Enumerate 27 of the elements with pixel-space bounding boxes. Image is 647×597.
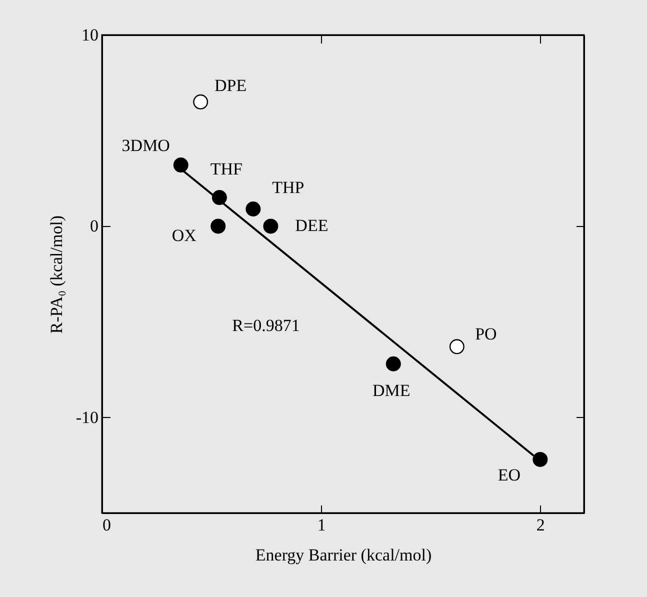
x-tick-label: 1 xyxy=(317,516,326,534)
y-tick-label: 0 xyxy=(90,216,98,236)
annotation: DPE xyxy=(214,76,247,95)
point xyxy=(212,190,227,205)
annotation: 3DMO xyxy=(122,136,170,156)
point xyxy=(173,158,188,172)
y-tick-label: -10 xyxy=(76,408,98,427)
x-tick-label: 2 xyxy=(536,516,545,534)
point xyxy=(532,452,548,467)
annotation: THF xyxy=(210,160,242,179)
point xyxy=(263,218,278,234)
point xyxy=(210,218,226,234)
y-tick-label: 10 xyxy=(82,26,98,44)
annotation: R=0.9871 xyxy=(232,316,300,335)
annotation: EO xyxy=(498,465,521,484)
point xyxy=(449,339,464,354)
x-tick-label: 0 xyxy=(102,516,111,534)
y-axis-title: R-PA₀ (kcal/mol) xyxy=(46,215,66,334)
annotation: THP xyxy=(272,178,304,197)
point xyxy=(386,356,401,372)
annotation: DEE xyxy=(295,216,328,236)
point xyxy=(193,94,208,110)
annotation: PO xyxy=(475,324,497,344)
annotation: DME xyxy=(372,380,410,400)
point xyxy=(246,202,261,216)
annotation: OX xyxy=(172,226,196,246)
x-axis-title: Energy Barrier (kcal/mol) xyxy=(255,546,432,564)
